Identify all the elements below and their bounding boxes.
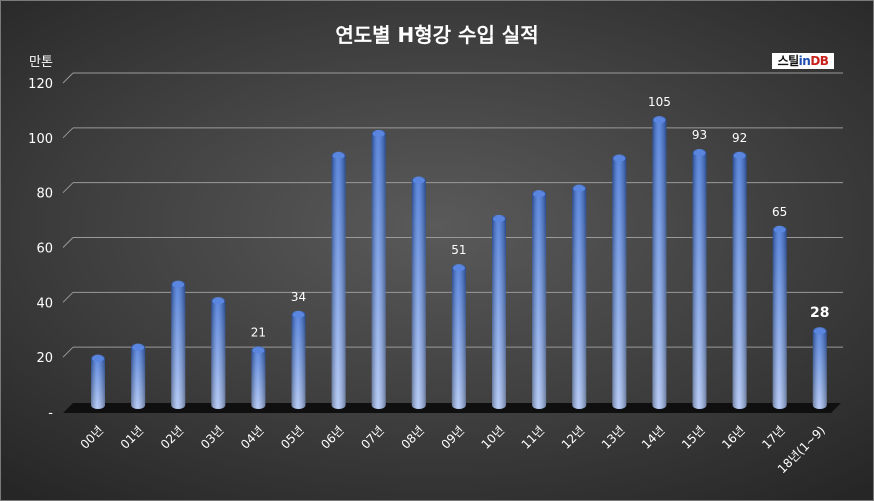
bar-shine: [291, 310, 306, 409]
data-label: 28: [810, 305, 829, 321]
bar-shine: [371, 129, 386, 410]
x-tick-label: 01년: [118, 423, 147, 452]
bar-cap: [493, 215, 505, 222]
gridline-diag: [62, 127, 74, 139]
x-tick-label: 10년: [479, 423, 508, 452]
bar-cap: [613, 155, 626, 162]
bar-shine: [772, 225, 787, 409]
data-label: 51: [451, 243, 466, 257]
bar-shine: [532, 190, 547, 409]
bar-shine: [331, 151, 346, 409]
x-tick-label: 17년: [759, 423, 788, 452]
bar-cap: [172, 281, 185, 288]
brand-part-3: DB: [810, 54, 829, 68]
y-tick-label: -: [48, 406, 53, 421]
gridline-diag: [62, 182, 74, 194]
x-tick-label: 16년: [719, 423, 748, 452]
bar-cap: [452, 265, 465, 272]
x-tick-label: 15년: [679, 423, 708, 452]
bar-cap: [693, 150, 706, 157]
x-tick-label: 13년: [599, 423, 628, 452]
data-label: 34: [291, 290, 306, 304]
bar-shine: [732, 151, 747, 409]
bar-shine: [652, 116, 667, 409]
bar-shine: [812, 327, 827, 409]
y-tick-label: 40: [36, 296, 53, 311]
bar-shine: [411, 176, 426, 409]
x-tick-label: 08년: [398, 423, 427, 452]
bar-cap: [653, 117, 666, 124]
x-tick-label: 03년: [198, 423, 227, 452]
bar-shine: [492, 214, 506, 409]
bar-shine: [692, 149, 707, 409]
bar-cap: [332, 152, 345, 159]
x-tick-label: 07년: [358, 423, 387, 452]
y-tick-label: 80: [36, 187, 53, 202]
bar-cap: [92, 355, 104, 362]
bar-shine: [451, 264, 466, 409]
x-tick-label: 05년: [278, 423, 307, 452]
data-label: 105: [648, 95, 671, 109]
x-tick-label: 12년: [559, 423, 588, 452]
bar-shine: [572, 184, 587, 409]
bar-cap: [412, 177, 425, 184]
data-label: 65: [772, 205, 787, 219]
bar-shine: [251, 346, 266, 409]
bar-cap: [372, 130, 385, 137]
bar-shine: [211, 297, 226, 409]
x-tick-label: 06년: [318, 423, 347, 452]
brand-part-1: 스틸: [777, 54, 800, 68]
x-tick-label: 11년: [519, 423, 548, 452]
x-tick-label: 09년: [439, 423, 468, 452]
bar-cap: [132, 344, 145, 351]
x-tick-label: 00년: [78, 423, 107, 452]
bar-cap: [773, 226, 786, 233]
y-tick-label: 100: [28, 132, 53, 147]
bar-shine: [612, 154, 627, 409]
bar-cap: [813, 328, 826, 335]
brand-part-2: in: [798, 54, 811, 68]
data-label: 92: [732, 131, 747, 145]
bar-cap: [292, 311, 305, 318]
gridline-diag: [62, 72, 74, 84]
bar-shine: [171, 280, 186, 409]
brand-logo: 스틸inDB: [772, 53, 834, 69]
bar-cap: [573, 185, 586, 192]
gridline-diag: [62, 237, 74, 248]
y-tick-label: 20: [36, 351, 53, 366]
data-label: 21: [251, 325, 266, 339]
gridline-diag: [62, 291, 74, 303]
bar-shine: [91, 354, 105, 409]
bar-cap: [533, 191, 546, 198]
chart-title: 연도별 H형강 수입 실적: [335, 23, 539, 47]
bar-cap: [733, 152, 746, 159]
bar-cap: [212, 298, 225, 305]
bar-shine: [131, 343, 146, 409]
bar-cap: [252, 347, 265, 354]
y-tick-label: 120: [28, 77, 53, 92]
gridline-diag: [62, 346, 74, 358]
x-tick-label: 14년: [639, 423, 668, 452]
unit-label: 만톤: [29, 55, 53, 70]
x-tick-label: 04년: [238, 423, 267, 452]
y-tick-label: 60: [36, 242, 53, 257]
data-label: 93: [692, 128, 707, 142]
x-tick-label: 02년: [158, 423, 187, 452]
